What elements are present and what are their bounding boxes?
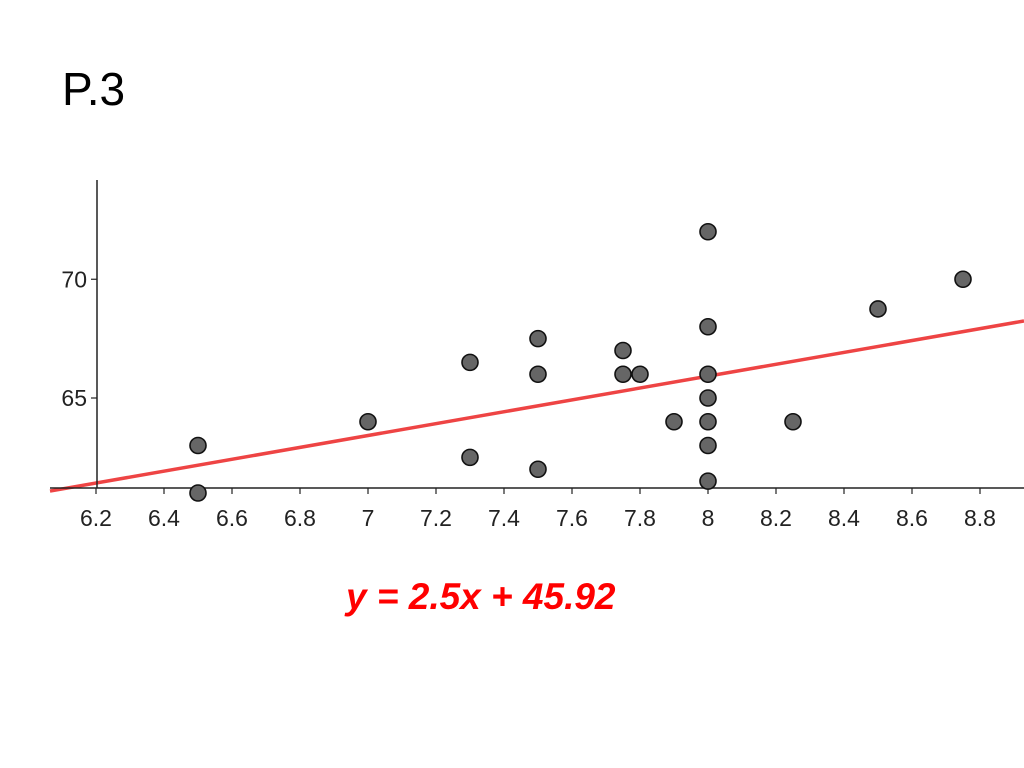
regression-layer	[49, 319, 1024, 493]
x-tick-label: 8.4	[828, 505, 860, 531]
data-point	[699, 222, 717, 241]
x-tick-label: 7	[362, 505, 375, 531]
x-tick-label: 8.6	[896, 505, 928, 531]
data-point	[784, 412, 802, 431]
data-point	[529, 329, 547, 348]
data-point	[699, 389, 717, 407]
regression-equation: y = 2.5x + 45.92	[346, 576, 616, 617]
x-tick-label: 8.2	[760, 505, 792, 531]
scatter-chart: 6.2 6.4 6.6 6.8 7 7.2 7.4 7.6 7.8 8 8.2 8.4 8.6 8.8 65…	[49, 180, 1024, 531]
data-point	[189, 436, 207, 455]
axes-layer	[50, 180, 1024, 494]
x-tick-label: 8.8	[964, 505, 996, 531]
x-tick-label: 7.4	[488, 505, 520, 531]
data-point	[461, 353, 479, 372]
x-tick-label: 7.2	[420, 505, 452, 531]
data-point	[529, 460, 547, 479]
data-point	[699, 436, 717, 455]
data-point	[189, 484, 207, 502]
x-tick-label: 7.6	[556, 505, 588, 531]
data-point	[614, 365, 632, 384]
data-point	[699, 365, 717, 384]
points-layer	[189, 222, 972, 502]
data-point	[699, 317, 717, 336]
data-point	[699, 412, 717, 431]
data-point	[614, 341, 632, 360]
tick-labels-layer: 6.2 6.4 6.6 6.8 7 7.2 7.4 7.6 7.8 8 8.2 8.4 8.6 8.8 65…	[61, 266, 996, 531]
data-point	[359, 412, 377, 431]
x-tick-label: 7.8	[624, 505, 656, 531]
x-tick-label: 6.6	[216, 505, 248, 531]
data-point	[665, 412, 683, 431]
data-point	[631, 365, 649, 384]
regression-line	[49, 319, 1024, 493]
slide-title: P.3	[62, 63, 126, 115]
x-tick-label: 8	[702, 505, 715, 531]
data-point	[461, 448, 479, 467]
x-tick-label: 6.4	[148, 505, 180, 531]
data-point	[699, 472, 717, 490]
y-tick-label: 70	[61, 266, 87, 292]
data-point	[869, 300, 887, 318]
x-tick-label: 6.2	[80, 505, 112, 531]
data-point	[529, 365, 547, 384]
x-tick-label: 6.8	[284, 505, 316, 531]
y-tick-label: 65	[61, 385, 87, 411]
data-point	[954, 270, 972, 289]
